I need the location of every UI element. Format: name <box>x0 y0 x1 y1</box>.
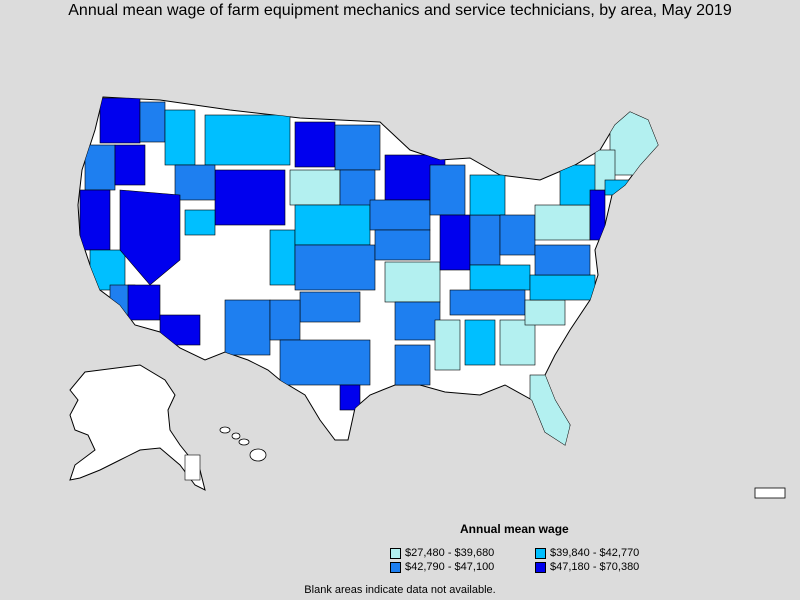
legend-swatch-4 <box>535 561 546 573</box>
region-or-west <box>84 144 116 191</box>
alaska-southeast <box>184 454 201 481</box>
region-ia <box>374 229 431 261</box>
region-nv <box>119 189 181 286</box>
region-mi <box>469 174 506 216</box>
legend-label-3: $42,790 - $47,100 <box>405 561 495 573</box>
region-ca-north <box>79 189 111 251</box>
region-sc <box>524 299 566 326</box>
region-tx-east <box>339 384 361 411</box>
region-in <box>469 214 501 266</box>
region-sd-east <box>339 169 376 211</box>
legend-item-4: $47,180 - $70,380 <box>535 561 639 573</box>
region-mn-south <box>369 199 431 231</box>
legend-title: Annual mean wage <box>460 522 569 536</box>
region-al <box>464 319 496 366</box>
region-ok <box>299 291 361 323</box>
map-title: Annual mean wage of farm equipment mecha… <box>68 2 732 19</box>
alaska <box>69 364 206 491</box>
region-tn <box>449 289 526 316</box>
region-ks <box>294 244 376 291</box>
region-ga <box>499 319 536 366</box>
region-me <box>609 109 658 176</box>
legend-label-2: $39,840 - $42,770 <box>550 547 640 559</box>
region-nm <box>224 299 271 356</box>
legend-swatch-3 <box>390 561 401 573</box>
legend-item-2: $39,840 - $42,770 <box>535 547 639 559</box>
region-or-east <box>114 144 146 186</box>
region-nd-east <box>334 124 381 171</box>
region-tx-panhandle <box>269 299 301 341</box>
region-va <box>534 244 591 276</box>
legend-item-3: $42,790 - $47,100 <box>390 561 494 573</box>
region-wa-west <box>99 97 141 144</box>
region-ca-central <box>89 249 126 291</box>
region-wa-east <box>139 101 166 143</box>
region-az-south <box>159 314 201 346</box>
legend-label-4: $47,180 - $70,380 <box>550 561 640 573</box>
region-ut-north <box>184 209 216 236</box>
region-id <box>164 109 196 166</box>
region-la <box>394 344 431 386</box>
legend-label-1: $27,480 - $39,680 <box>405 547 495 559</box>
region-mo <box>384 261 441 303</box>
region-nc <box>529 274 596 301</box>
region-wy <box>214 169 286 226</box>
region-ne <box>294 204 371 246</box>
region-az-west <box>127 284 161 321</box>
legend-swatch-1 <box>390 547 401 559</box>
data-note: Blank areas indicate data not available. <box>304 584 496 596</box>
legend-item-1: $27,480 - $39,680 <box>390 547 494 559</box>
region-nd <box>294 121 336 168</box>
region-ms <box>434 319 461 371</box>
region-il <box>439 214 471 271</box>
puerto-rico <box>754 487 786 499</box>
alaska-outline <box>69 364 206 491</box>
region-wi <box>429 164 466 216</box>
region-mt <box>204 114 291 166</box>
region-tx-central <box>279 339 371 386</box>
region-id-south <box>174 164 216 201</box>
region-ky <box>469 264 531 291</box>
region-oh <box>499 214 536 256</box>
region-ar <box>394 301 441 341</box>
region-co-east <box>269 229 296 286</box>
contiguous-us <box>77 96 659 446</box>
hawaii <box>219 426 267 462</box>
region-pa <box>534 204 591 241</box>
legend-swatch-2 <box>535 547 546 559</box>
region-sd-west <box>289 169 341 206</box>
region-ny-east <box>589 189 606 241</box>
